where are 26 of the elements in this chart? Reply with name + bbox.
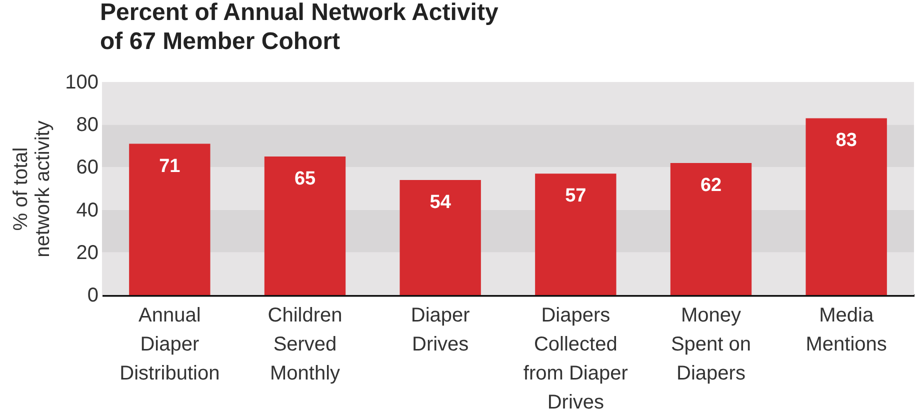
data-label: 83: [836, 130, 857, 152]
y-tick-label: 20: [76, 242, 98, 264]
y-tick-label: 80: [76, 114, 98, 136]
y-tick-label: 40: [76, 199, 98, 222]
data-label: 71: [159, 156, 181, 177]
chart-title: Percent of Annual Network Activity of 67 Member Cohort: [100, 0, 499, 55]
bar: [806, 118, 887, 295]
y-tick-label: 0: [87, 284, 98, 306]
x-tick-label: Diaper Drives: [410, 304, 470, 356]
x-tick-label: Media Mentions: [806, 304, 887, 356]
x-tick-label: Annual Diaper Distribution: [120, 304, 220, 384]
data-label: 65: [294, 168, 316, 190]
y-tick-label: 60: [76, 156, 98, 179]
data-label: 54: [430, 192, 452, 213]
data-label: 62: [700, 174, 722, 196]
bar: [670, 162, 752, 295]
x-tick-label: Diapers Collected from Diaper Drives: [523, 304, 628, 414]
x-tick-label: Money Spent on Diapers: [670, 304, 752, 384]
y-axis-title: % of total network activity: [10, 120, 54, 258]
bar: [129, 144, 210, 295]
data-label: 57: [565, 186, 586, 207]
x-tick-label: Children Served Monthly: [268, 304, 342, 384]
bar: [264, 156, 346, 295]
bar: [400, 180, 481, 295]
bar: [535, 174, 616, 295]
y-tick-label: 100: [65, 72, 98, 94]
